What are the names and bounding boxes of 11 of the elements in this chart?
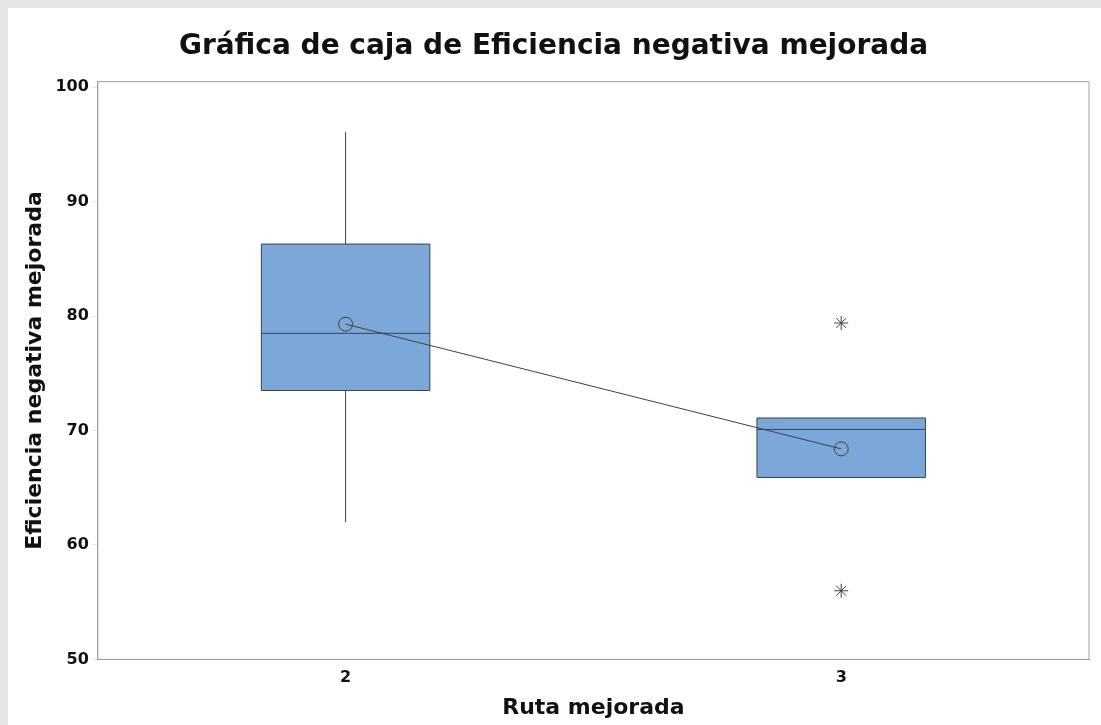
y-tick-label: 60: [66, 534, 89, 554]
y-tick-label: 70: [66, 419, 89, 439]
y-tick-label: 90: [66, 190, 89, 210]
x-tick-label: 3: [835, 667, 847, 687]
y-tick-label: 50: [66, 648, 89, 668]
chart-title: Gráfica de caja de Eficiencia negativa mejorada: [178, 28, 929, 62]
y-axis-title: Eficiencia negativa mejorada: [20, 191, 46, 550]
y-tick-label: 80: [66, 305, 89, 325]
y-tick-label: 100: [55, 76, 89, 96]
x-axis-title: Ruta mejorada: [502, 693, 685, 719]
x-tick-label: 2: [340, 667, 352, 687]
